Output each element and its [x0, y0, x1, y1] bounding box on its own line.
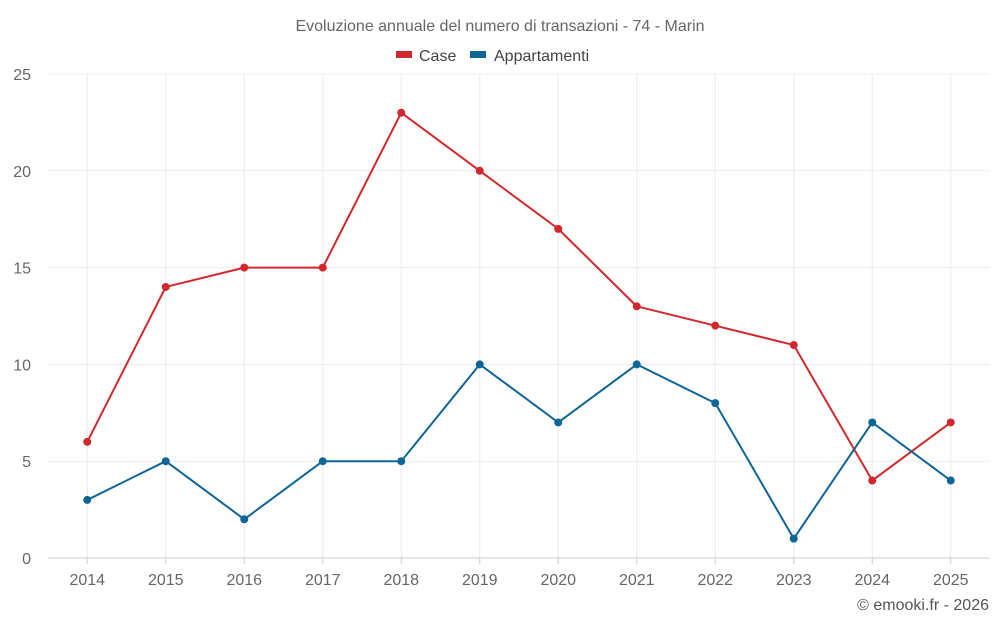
data-point-case[interactable] [475, 166, 484, 175]
data-point-case[interactable] [554, 224, 563, 233]
data-point-appartamenti[interactable] [946, 476, 955, 485]
x-tick-label: 2014 [69, 572, 105, 589]
data-point-appartamenti[interactable] [397, 457, 406, 466]
data-point-case[interactable] [632, 302, 641, 311]
x-tick-label: 2018 [383, 572, 419, 589]
data-point-appartamenti[interactable] [318, 457, 327, 466]
y-tick-label: 25 [13, 67, 31, 84]
legend-label-appartamenti: Appartamenti [494, 48, 589, 65]
legend-item-appartamenti[interactable]: Appartamenti [470, 48, 589, 65]
data-point-case[interactable] [789, 341, 798, 350]
y-tick-label: 5 [22, 454, 31, 471]
data-point-appartamenti[interactable] [475, 360, 484, 369]
data-point-appartamenti[interactable] [161, 457, 170, 466]
x-tick-label: 2019 [462, 572, 498, 589]
legend-label-case: Case [419, 48, 456, 65]
x-tick-label: 2023 [776, 572, 812, 589]
y-tick-label: 0 [22, 551, 31, 568]
data-point-case[interactable] [397, 108, 406, 117]
x-tick-label: 2020 [540, 572, 576, 589]
grid [48, 73, 990, 558]
data-point-case[interactable] [318, 263, 327, 272]
data-point-appartamenti[interactable] [789, 534, 798, 543]
x-tick-label: 2015 [148, 572, 184, 589]
credit-text: © emooki.fr - 2026 [857, 597, 989, 614]
data-point-case[interactable] [161, 282, 170, 291]
x-tick-label: 2017 [305, 572, 341, 589]
data-point-appartamenti[interactable] [632, 360, 641, 369]
series-line-case [86, 111, 952, 482]
x-tick-label: 2025 [933, 572, 969, 589]
x-tick-label: 2024 [854, 572, 890, 589]
x-tick-label: 2016 [226, 572, 262, 589]
data-point-case[interactable] [711, 321, 720, 330]
data-point-appartamenti[interactable] [868, 418, 877, 427]
data-point-case[interactable] [868, 476, 877, 485]
legend-swatch-appartamenti [470, 51, 486, 58]
x-tick-label: 2021 [619, 572, 655, 589]
data-point-appartamenti[interactable] [240, 515, 249, 524]
chart-title: Evoluzione annuale del numero di transaz… [295, 18, 704, 35]
series [83, 108, 955, 543]
legend-swatch-case [396, 51, 412, 58]
y-tick-label: 15 [13, 261, 31, 278]
x-tick-label: 2022 [697, 572, 733, 589]
data-point-case[interactable] [240, 263, 249, 272]
y-tick-label: 20 [13, 164, 31, 181]
data-point-appartamenti[interactable] [83, 495, 92, 504]
data-point-case[interactable] [83, 437, 92, 446]
series-line-appartamenti [86, 363, 952, 540]
y-tick-label: 10 [13, 357, 31, 374]
legend: Case Appartamenti [396, 48, 589, 65]
data-point-appartamenti[interactable] [554, 418, 563, 427]
data-point-appartamenti[interactable] [711, 399, 720, 408]
legend-item-case[interactable]: Case [396, 48, 456, 65]
data-point-case[interactable] [946, 418, 955, 427]
